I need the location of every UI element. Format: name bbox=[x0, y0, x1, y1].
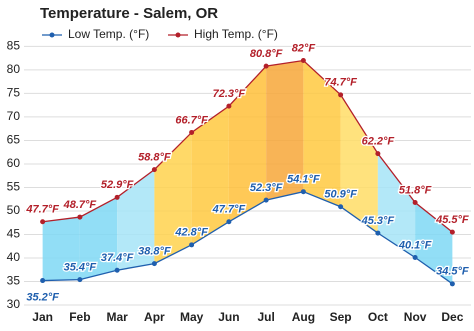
point bbox=[300, 189, 306, 195]
value-label: 40.1°F bbox=[398, 239, 432, 251]
temperature-band bbox=[154, 132, 192, 264]
y-tick-label: 45 bbox=[7, 227, 21, 241]
temperature-band bbox=[117, 169, 155, 271]
point bbox=[151, 167, 157, 173]
point bbox=[226, 103, 232, 109]
x-tick-label: Mar bbox=[106, 310, 128, 324]
point bbox=[77, 277, 83, 283]
value-label: 50.9°F bbox=[324, 189, 357, 201]
point bbox=[263, 63, 269, 69]
value-label: 37.4°F bbox=[101, 252, 134, 264]
legend-marker bbox=[175, 32, 181, 38]
x-tick-label: Apr bbox=[144, 310, 165, 324]
point bbox=[226, 219, 232, 225]
value-label: 62.2°F bbox=[362, 136, 395, 148]
y-tick-label: 65 bbox=[7, 133, 21, 147]
point bbox=[375, 151, 381, 157]
x-tick-label: Oct bbox=[368, 310, 388, 324]
temperature-band bbox=[191, 106, 229, 245]
value-label: 72.3°F bbox=[213, 88, 246, 100]
value-label: 42.8°F bbox=[174, 227, 208, 239]
point bbox=[412, 200, 418, 206]
point bbox=[449, 229, 455, 235]
series-line bbox=[42, 59, 453, 233]
x-tick-label: Dec bbox=[441, 310, 463, 324]
y-tick-label: 80 bbox=[7, 62, 21, 76]
y-tick-label: 60 bbox=[7, 156, 21, 170]
legend-label: High Temp. (°F) bbox=[194, 27, 278, 41]
legend-label: Low Temp. (°F) bbox=[68, 27, 149, 41]
temperature-band bbox=[228, 66, 267, 222]
point bbox=[40, 278, 46, 284]
value-label: 35.2°F bbox=[26, 291, 59, 303]
temperature-band bbox=[340, 94, 378, 234]
point bbox=[40, 219, 46, 225]
point bbox=[338, 92, 344, 98]
y-tick-label: 35 bbox=[7, 274, 21, 288]
y-tick-label: 50 bbox=[7, 203, 21, 217]
x-tick-label: Nov bbox=[404, 310, 427, 324]
value-label: 82°F bbox=[292, 42, 316, 54]
x-tick-label: Feb bbox=[69, 310, 90, 324]
temperature-band bbox=[377, 153, 416, 258]
value-label: 47.7°F bbox=[25, 204, 59, 216]
point bbox=[338, 204, 344, 210]
value-label: 66.7°F bbox=[175, 114, 208, 126]
point bbox=[114, 267, 120, 273]
x-tick-label: May bbox=[180, 310, 204, 324]
value-label: 35.4°F bbox=[64, 262, 97, 274]
y-tick-label: 75 bbox=[7, 86, 21, 100]
chart-title: Temperature - Salem, OR bbox=[40, 5, 218, 22]
point bbox=[300, 58, 306, 64]
legend-marker bbox=[49, 32, 55, 38]
value-label: 54.1°F bbox=[287, 174, 320, 186]
y-tick-label: 40 bbox=[7, 250, 21, 264]
temperature-band bbox=[303, 60, 341, 207]
x-tick-label: Aug bbox=[292, 310, 315, 324]
x-tick-label: Jan bbox=[32, 310, 53, 324]
point bbox=[449, 281, 455, 287]
y-tick-label: 55 bbox=[7, 180, 21, 194]
point bbox=[77, 214, 83, 220]
x-tick-label: Jul bbox=[257, 310, 274, 324]
legend-item: High Temp. (°F) bbox=[168, 27, 278, 41]
temperature-band bbox=[79, 197, 118, 280]
y-tick-label: 70 bbox=[7, 109, 21, 123]
value-label: 51.8°F bbox=[399, 184, 432, 196]
value-label: 34.5°F bbox=[436, 266, 469, 278]
value-label: 58.8°F bbox=[138, 151, 171, 163]
temperature-band bbox=[266, 60, 304, 201]
value-label: 52.3°F bbox=[250, 182, 283, 194]
series-line bbox=[42, 191, 453, 285]
point bbox=[375, 230, 381, 236]
value-label: 45.3°F bbox=[361, 215, 395, 227]
value-label: 80.8°F bbox=[250, 48, 283, 60]
temperature-band bbox=[42, 217, 80, 281]
point bbox=[189, 129, 195, 135]
value-label: 74.7°F bbox=[324, 77, 357, 89]
y-tick-label: 30 bbox=[7, 297, 21, 311]
value-label: 48.7°F bbox=[63, 199, 97, 211]
value-label: 45.5°F bbox=[435, 214, 469, 226]
point bbox=[114, 194, 120, 200]
legend-item: Low Temp. (°F) bbox=[42, 27, 149, 41]
point bbox=[151, 261, 157, 267]
x-tick-label: Sep bbox=[330, 310, 352, 324]
point bbox=[189, 242, 195, 248]
value-label: 52.9°F bbox=[101, 179, 134, 191]
value-label: 47.7°F bbox=[212, 204, 246, 216]
value-label: 38.8°F bbox=[138, 246, 171, 258]
point bbox=[263, 197, 269, 203]
x-tick-label: Jun bbox=[218, 310, 239, 324]
point bbox=[412, 255, 418, 261]
y-tick-label: 85 bbox=[7, 39, 21, 53]
